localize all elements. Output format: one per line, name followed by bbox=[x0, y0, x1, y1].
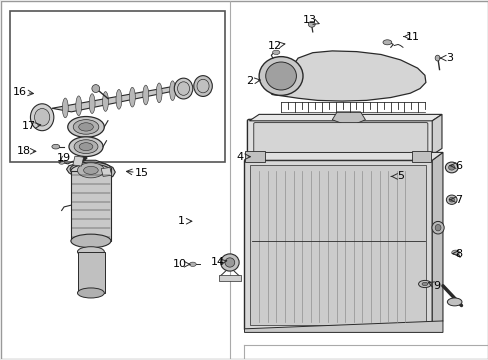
Text: 14: 14 bbox=[210, 257, 224, 267]
Polygon shape bbox=[271, 51, 425, 101]
Ellipse shape bbox=[79, 123, 93, 131]
Ellipse shape bbox=[259, 57, 303, 95]
Ellipse shape bbox=[69, 137, 103, 157]
Ellipse shape bbox=[447, 165, 454, 170]
Ellipse shape bbox=[434, 55, 439, 61]
Polygon shape bbox=[431, 152, 442, 329]
Bar bbox=[219, 275, 240, 281]
Bar bbox=[101, 167, 111, 176]
Ellipse shape bbox=[421, 282, 427, 285]
Ellipse shape bbox=[76, 96, 81, 116]
Ellipse shape bbox=[77, 288, 104, 298]
Text: 16: 16 bbox=[13, 87, 27, 97]
Ellipse shape bbox=[71, 164, 111, 178]
Text: 10: 10 bbox=[173, 259, 187, 269]
Bar bbox=[244, 160, 431, 329]
Ellipse shape bbox=[79, 143, 93, 150]
Bar bbox=[250, 165, 426, 324]
Ellipse shape bbox=[308, 22, 315, 27]
Ellipse shape bbox=[382, 40, 391, 45]
Ellipse shape bbox=[447, 298, 461, 306]
Polygon shape bbox=[244, 321, 442, 332]
Polygon shape bbox=[431, 114, 441, 155]
Ellipse shape bbox=[73, 120, 99, 134]
Bar bbox=[71, 171, 111, 241]
Ellipse shape bbox=[445, 162, 457, 173]
Text: 5: 5 bbox=[396, 171, 403, 181]
Ellipse shape bbox=[193, 76, 212, 96]
Ellipse shape bbox=[156, 83, 162, 103]
Text: 18: 18 bbox=[17, 146, 31, 156]
Ellipse shape bbox=[177, 82, 189, 95]
Text: 2: 2 bbox=[245, 76, 252, 86]
Ellipse shape bbox=[431, 221, 443, 234]
Text: 17: 17 bbox=[22, 121, 36, 131]
Ellipse shape bbox=[116, 89, 122, 109]
Ellipse shape bbox=[189, 262, 196, 266]
Ellipse shape bbox=[220, 254, 239, 271]
Text: 7: 7 bbox=[454, 195, 462, 205]
Bar bbox=[73, 156, 83, 166]
Polygon shape bbox=[244, 152, 442, 160]
Ellipse shape bbox=[77, 163, 104, 178]
Text: 13: 13 bbox=[303, 15, 317, 26]
Ellipse shape bbox=[446, 195, 456, 204]
Ellipse shape bbox=[265, 62, 296, 90]
Ellipse shape bbox=[197, 79, 209, 93]
Ellipse shape bbox=[52, 144, 60, 149]
Bar bbox=[411, 151, 430, 162]
Ellipse shape bbox=[59, 161, 64, 164]
Text: 1: 1 bbox=[177, 216, 184, 226]
Text: 19: 19 bbox=[57, 153, 71, 163]
Ellipse shape bbox=[70, 162, 111, 176]
Text: 4: 4 bbox=[236, 152, 243, 162]
Ellipse shape bbox=[129, 87, 135, 107]
Polygon shape bbox=[66, 160, 115, 182]
Ellipse shape bbox=[83, 166, 98, 174]
Ellipse shape bbox=[102, 91, 108, 111]
Text: 6: 6 bbox=[455, 161, 462, 171]
Bar bbox=[78, 252, 104, 293]
Bar bbox=[10, 12, 224, 162]
Text: 15: 15 bbox=[135, 168, 149, 178]
Text: 9: 9 bbox=[433, 281, 440, 291]
Ellipse shape bbox=[68, 117, 104, 137]
Ellipse shape bbox=[448, 197, 453, 202]
Ellipse shape bbox=[142, 85, 148, 105]
Ellipse shape bbox=[74, 140, 98, 154]
Ellipse shape bbox=[174, 78, 192, 99]
FancyBboxPatch shape bbox=[253, 123, 427, 152]
FancyBboxPatch shape bbox=[247, 120, 433, 156]
Ellipse shape bbox=[35, 108, 50, 126]
Text: 11: 11 bbox=[405, 32, 419, 41]
Bar bbox=[245, 151, 264, 162]
Ellipse shape bbox=[62, 98, 68, 118]
Text: 8: 8 bbox=[454, 248, 462, 258]
Ellipse shape bbox=[418, 280, 430, 288]
Polygon shape bbox=[249, 114, 441, 121]
Ellipse shape bbox=[451, 250, 459, 255]
Text: 3: 3 bbox=[445, 53, 452, 63]
Polygon shape bbox=[52, 87, 185, 112]
Ellipse shape bbox=[77, 247, 104, 257]
Polygon shape bbox=[331, 112, 365, 123]
Ellipse shape bbox=[272, 50, 279, 54]
Text: 12: 12 bbox=[267, 41, 282, 50]
Ellipse shape bbox=[89, 94, 95, 113]
Ellipse shape bbox=[71, 234, 111, 248]
Ellipse shape bbox=[30, 104, 54, 131]
Ellipse shape bbox=[434, 225, 440, 231]
Ellipse shape bbox=[169, 81, 175, 100]
Ellipse shape bbox=[224, 258, 234, 267]
Ellipse shape bbox=[92, 85, 100, 93]
